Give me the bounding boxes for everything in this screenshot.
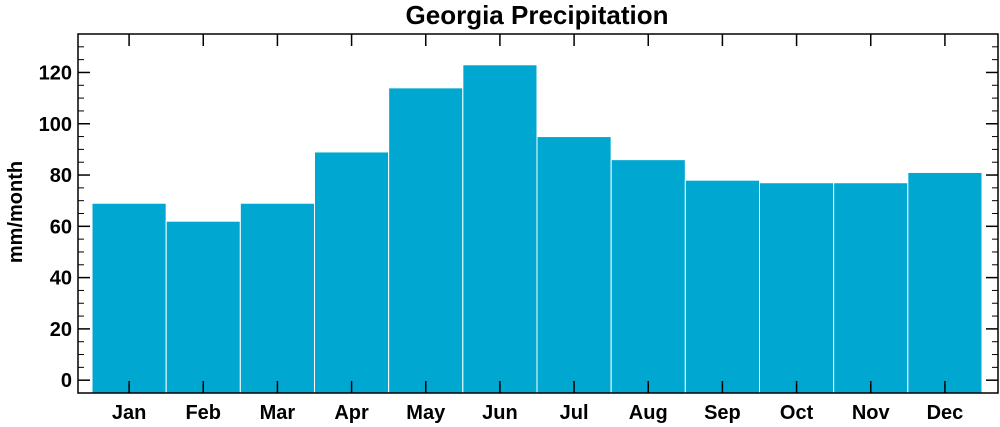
x-tick-label-dec: Dec bbox=[927, 402, 964, 424]
bar-mar bbox=[239, 202, 315, 394]
bar-may bbox=[388, 87, 464, 394]
x-tick-label-jan: Jan bbox=[112, 402, 146, 424]
x-tick-label-nov: Nov bbox=[852, 402, 891, 424]
bar-sep bbox=[684, 179, 760, 394]
x-ticks-group: Jan Feb Mar Apr May Jun Jul Aug Sep Oct Nov Dec bbox=[112, 34, 963, 424]
x-tick-label-mar: Mar bbox=[260, 402, 296, 424]
y-tick-label: 20 bbox=[50, 319, 72, 341]
y-axis-label: mm/month bbox=[5, 161, 27, 263]
bar-jan bbox=[91, 202, 167, 394]
bar-jul bbox=[536, 136, 612, 394]
plot-frame bbox=[77, 33, 999, 394]
y-tick-label: 120 bbox=[39, 62, 72, 84]
x-tick-label-may: May bbox=[406, 402, 446, 424]
bars-group bbox=[91, 64, 983, 394]
bar-feb bbox=[165, 220, 241, 394]
chart-title: Georgia Precipitation bbox=[406, 0, 669, 30]
x-tick-label-jul: Jul bbox=[560, 402, 589, 424]
bar-aug bbox=[610, 159, 686, 394]
y-tick-label: 0 bbox=[61, 370, 72, 392]
x-tick-label-oct: Oct bbox=[780, 402, 814, 424]
y-tick-label: 80 bbox=[50, 165, 72, 187]
bar-dec bbox=[907, 171, 983, 394]
x-tick-label-aug: Aug bbox=[629, 402, 668, 424]
x-tick-label-sep: Sep bbox=[704, 402, 741, 424]
x-tick-label-feb: Feb bbox=[185, 402, 221, 424]
x-tick-label-jun: Jun bbox=[482, 402, 518, 424]
y-ticks-group: 0 20 40 60 80 100 120 bbox=[39, 46, 998, 392]
y-tick-label: 100 bbox=[39, 114, 72, 136]
y-tick-label: 60 bbox=[50, 216, 72, 238]
bar-jun bbox=[462, 64, 538, 394]
y-tick-label: 40 bbox=[50, 268, 72, 290]
bar-oct bbox=[759, 182, 835, 394]
bar-nov bbox=[833, 182, 909, 394]
x-tick-label-apr: Apr bbox=[334, 402, 369, 424]
bar-apr bbox=[314, 151, 390, 394]
